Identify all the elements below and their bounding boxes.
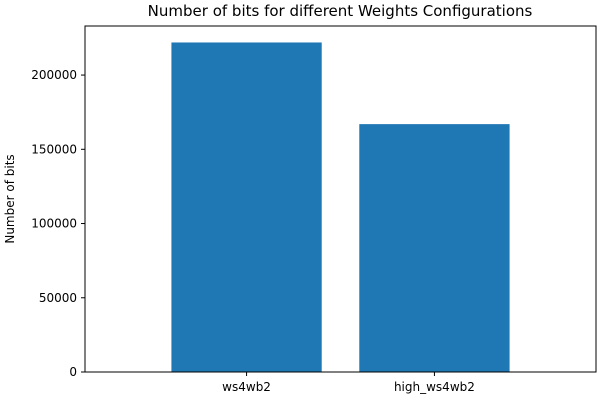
y-ticks-group: 0 50000 100000 150000 200000	[31, 68, 85, 379]
y-tick-label: 150000	[31, 142, 77, 156]
x-tick-label: high_ws4wb2	[394, 380, 475, 394]
y-tick-label: 50000	[39, 291, 77, 305]
axes-group	[84, 25, 597, 373]
chart-title: Number of bits for different Weights Con…	[148, 2, 533, 20]
y-tick-label: 100000	[31, 217, 77, 231]
bar-ws4wb2	[171, 42, 322, 372]
x-tick-label: ws4wb2	[222, 380, 271, 394]
x-ticks-group: ws4wb2 high_ws4wb2	[222, 372, 475, 394]
y-tick-label: 0	[69, 365, 77, 379]
bar-high-ws4wb2	[359, 124, 510, 372]
bars-group	[171, 42, 510, 372]
y-axis-label: Number of bits	[3, 154, 17, 243]
y-tick-label: 200000	[31, 68, 77, 82]
plot-frame	[84, 25, 597, 373]
